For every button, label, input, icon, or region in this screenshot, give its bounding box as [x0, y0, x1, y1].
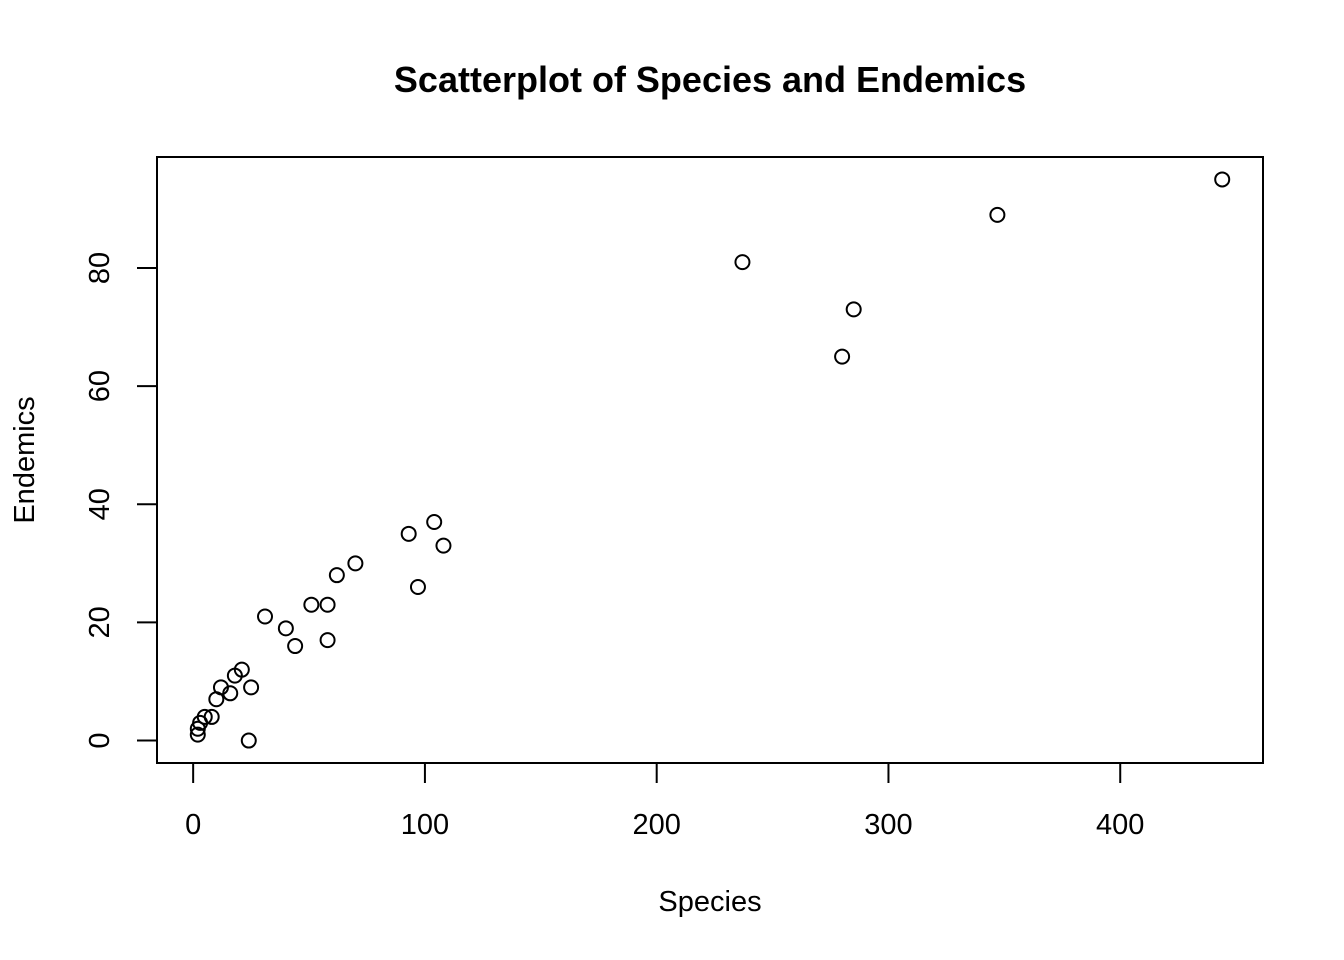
- data-point-18: [328, 567, 345, 584]
- data-point-12: [257, 608, 274, 625]
- x-tick-label-1: 100: [401, 809, 449, 841]
- data-point-10: [240, 732, 257, 749]
- y-tick-label-4: 80: [84, 252, 116, 284]
- y-axis-label: Endemics: [9, 396, 41, 523]
- y-tick-label-1: 20: [84, 606, 116, 638]
- data-point-28: [1214, 171, 1231, 188]
- data-point-27: [989, 206, 1006, 223]
- data-point-15: [303, 596, 320, 613]
- x-tick-label-2: 200: [632, 809, 680, 841]
- data-point-26: [845, 301, 862, 318]
- data-point-22: [426, 514, 443, 531]
- x-tick-label-4: 400: [1096, 809, 1144, 841]
- data-point-7: [222, 685, 239, 702]
- y-tick-label-0: 0: [84, 732, 116, 748]
- data-point-19: [347, 555, 364, 572]
- data-points: [189, 171, 1231, 749]
- data-point-14: [287, 638, 304, 655]
- x-tick-label-3: 300: [864, 809, 912, 841]
- data-point-20: [400, 525, 417, 542]
- data-point-24: [734, 254, 751, 271]
- data-point-17: [319, 596, 336, 613]
- x-tick-label-0: 0: [185, 809, 201, 841]
- data-point-23: [435, 537, 452, 554]
- data-point-9: [233, 661, 250, 678]
- y-tick-label-2: 40: [84, 488, 116, 520]
- data-point-25: [834, 348, 851, 365]
- y-axis: 0 20 40 60 80: [84, 252, 158, 749]
- data-point-16: [319, 632, 336, 649]
- x-axis: 0 100 200 300 400: [185, 762, 1144, 841]
- data-point-11: [243, 679, 260, 696]
- x-axis-label: Species: [658, 886, 761, 918]
- data-point-3: [196, 708, 213, 725]
- plot-frame: [156, 156, 1264, 764]
- data-point-13: [277, 620, 294, 637]
- y-tick-label-3: 60: [84, 370, 116, 402]
- data-point-21: [409, 578, 426, 595]
- data-point-0: [189, 726, 206, 743]
- data-point-4: [203, 708, 220, 725]
- chart-title: Scatterplot of Species and Endemics: [394, 59, 1026, 100]
